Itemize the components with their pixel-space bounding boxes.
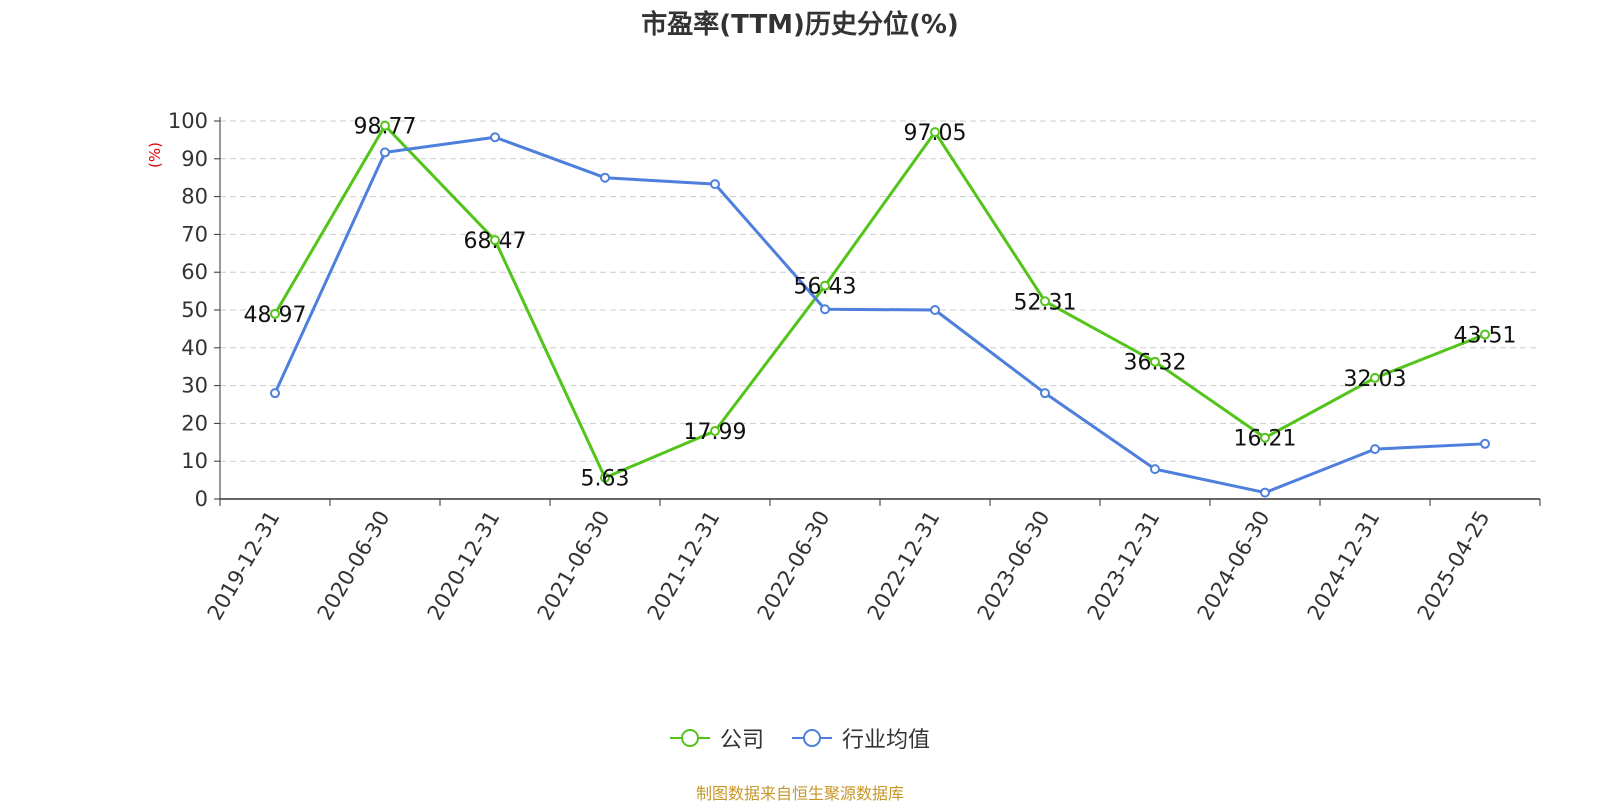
x-tick-label: 2023-12-31 bbox=[1083, 507, 1165, 625]
data-point bbox=[380, 120, 390, 131]
data-label: 68.47 bbox=[464, 229, 527, 254]
data-point bbox=[490, 132, 500, 143]
source-note: 制图数据来自恒生聚源数据库 bbox=[695, 784, 904, 803]
data-point bbox=[490, 235, 500, 246]
data-label: 36.32 bbox=[1124, 351, 1187, 376]
data-point bbox=[600, 472, 610, 483]
y-tick-label: 80 bbox=[181, 185, 208, 209]
series-line bbox=[273, 135, 1486, 495]
data-point bbox=[1040, 388, 1050, 399]
y-tick-label: 100 bbox=[168, 109, 208, 133]
legend-label-company: 公司 bbox=[719, 728, 764, 753]
data-label: 43.51 bbox=[1454, 324, 1517, 349]
grid-lines bbox=[220, 120, 1540, 462]
data-label: 98.77 bbox=[354, 115, 417, 140]
x-tick-label: 2020-12-31 bbox=[423, 507, 505, 625]
y-tick-label: 40 bbox=[181, 336, 208, 360]
data-label: 17.99 bbox=[684, 420, 747, 445]
data-labels: 48.97 98.77 68.47 5.63 17.99 56.43 97.05 52.31 3… bbox=[244, 115, 1517, 492]
data-point bbox=[1480, 329, 1490, 340]
data-point bbox=[1370, 372, 1380, 383]
data-label: 52.31 bbox=[1014, 290, 1077, 315]
x-tick-label: 2022-12-31 bbox=[863, 507, 945, 625]
data-point bbox=[600, 172, 610, 183]
legend-label-industry-avg: 行业均值 bbox=[842, 728, 931, 753]
data-point bbox=[710, 179, 720, 190]
data-point bbox=[270, 308, 280, 319]
data-point bbox=[1040, 296, 1050, 307]
data-point bbox=[930, 305, 940, 315]
x-tick-label: 2023-06-30 bbox=[973, 507, 1055, 625]
y-tick-label: 0 bbox=[195, 487, 208, 511]
data-label: 16.21 bbox=[1234, 427, 1297, 452]
data-point bbox=[820, 280, 830, 291]
data-label: 97.05 bbox=[904, 121, 967, 146]
data-point bbox=[1150, 464, 1160, 475]
data-point bbox=[270, 388, 280, 399]
data-label: 56.43 bbox=[794, 275, 857, 300]
y-tick-label: 60 bbox=[181, 260, 208, 284]
series bbox=[270, 120, 1490, 498]
y-tick-label: 70 bbox=[181, 222, 208, 246]
x-tick-label: 2019-12-31 bbox=[203, 507, 285, 625]
x-tick-label: 2025-04-25 bbox=[1413, 507, 1495, 625]
x-tick-label: 2021-06-30 bbox=[533, 507, 615, 625]
y-tick-label: 30 bbox=[181, 374, 208, 398]
y-tick-label: 20 bbox=[181, 411, 208, 435]
legend-item-industry-avg[interactable]: 行业均值 bbox=[792, 722, 930, 754]
data-point bbox=[1260, 487, 1270, 498]
data-label: 5.63 bbox=[581, 467, 630, 492]
legend-marker-industry-avg bbox=[792, 729, 832, 747]
data-point bbox=[1480, 438, 1490, 449]
data-point bbox=[930, 127, 940, 138]
series-line bbox=[273, 124, 1486, 480]
data-point bbox=[1260, 432, 1270, 443]
data-label: 32.03 bbox=[1344, 367, 1407, 392]
legend: 公司 行业均值 bbox=[0, 722, 1600, 754]
x-tick-label: 2024-12-31 bbox=[1303, 507, 1385, 625]
data-point bbox=[820, 304, 830, 315]
data-point bbox=[710, 425, 720, 436]
y-tick-label: 90 bbox=[181, 147, 208, 171]
y-axis-label: (%) bbox=[146, 142, 164, 168]
x-tick-label: 2024-06-30 bbox=[1193, 507, 1275, 625]
line-chart: 0 10 20 30 40 50 60 70 80 90 100 2019-12-31 2020-06-… bbox=[146, 109, 1541, 625]
y-tick-label: 10 bbox=[181, 449, 208, 473]
data-point bbox=[1150, 356, 1160, 367]
data-point bbox=[380, 147, 390, 158]
chart-title: 市盈率(TTM)历史分位(%) bbox=[641, 10, 959, 40]
axes: 0 10 20 30 40 50 60 70 80 90 100 2019-12-31 2020-06-… bbox=[168, 109, 1541, 625]
data-point bbox=[1370, 444, 1380, 455]
y-tick-label: 50 bbox=[181, 298, 208, 322]
legend-item-company[interactable]: 公司 bbox=[669, 722, 764, 754]
x-tick-label: 2021-12-31 bbox=[643, 507, 725, 625]
x-tick-label: 2020-06-30 bbox=[313, 507, 395, 625]
data-label: 48.97 bbox=[244, 303, 307, 328]
legend-marker-company bbox=[669, 729, 710, 747]
x-tick-label: 2022-06-30 bbox=[753, 507, 835, 625]
